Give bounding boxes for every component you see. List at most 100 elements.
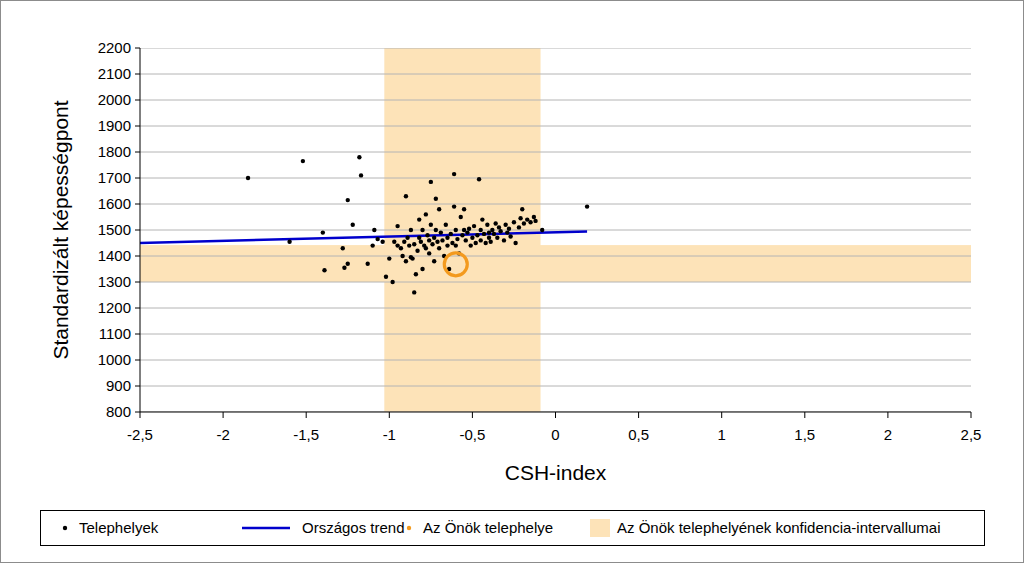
grid-line — [140, 256, 971, 257]
y-tick-label: 1600 — [98, 195, 131, 212]
site-point — [359, 173, 363, 177]
axes: 8009001000110012001300140015001600170018… — [98, 39, 982, 443]
site-point — [430, 242, 434, 246]
site-point — [479, 228, 483, 232]
site-point — [455, 237, 459, 241]
site-point — [414, 272, 418, 276]
site-point — [405, 236, 409, 240]
site-point — [417, 217, 421, 221]
site-point — [434, 197, 438, 201]
y-tick — [135, 100, 140, 101]
site-point — [505, 230, 509, 234]
site-point — [387, 256, 391, 260]
own-site-marker — [444, 253, 467, 276]
frame — [1, 1, 1024, 563]
site-point — [427, 238, 431, 242]
y-tick-label: 2200 — [98, 39, 131, 56]
y-tick-label: 1500 — [98, 221, 131, 238]
y-tick — [135, 126, 140, 127]
site-point — [419, 240, 423, 244]
grid-line — [140, 152, 971, 153]
site-point — [357, 155, 361, 159]
y-tick — [135, 412, 140, 413]
site-point — [482, 232, 486, 236]
site-point — [512, 220, 516, 224]
x-tick — [472, 412, 473, 418]
x-tick — [638, 412, 639, 418]
y-tick — [135, 48, 140, 49]
y-tick-label: 1100 — [99, 325, 131, 342]
x-tick — [971, 412, 972, 418]
grid-line — [140, 126, 971, 127]
site-point — [432, 259, 436, 263]
y-tick-label: 1400 — [98, 247, 131, 264]
x-tick-label: 0 — [551, 426, 559, 443]
grid-line — [140, 412, 971, 413]
legend-label: Országos trend — [302, 519, 405, 536]
trend-line — [140, 232, 587, 243]
site-point — [445, 243, 449, 247]
x-tick-label: 2 — [884, 426, 892, 443]
legend-symbol — [63, 526, 67, 530]
site-point — [246, 176, 250, 180]
site-point — [454, 228, 458, 232]
site-point — [440, 238, 444, 242]
x-axis — [140, 412, 971, 413]
legend-box — [41, 511, 985, 546]
legend: TelephelyekOrszágos trendAz Önök telephe… — [41, 511, 985, 546]
site-point — [372, 228, 376, 232]
x-tick — [721, 412, 722, 418]
grid-line — [140, 308, 971, 309]
site-point — [502, 238, 506, 242]
legend-symbol — [407, 526, 411, 530]
site-point — [469, 243, 473, 247]
site-point — [493, 221, 497, 225]
y-tick — [135, 360, 140, 361]
y-tick-label: 1000 — [98, 351, 131, 368]
site-point — [346, 198, 350, 202]
x-tick — [306, 412, 307, 418]
site-point — [322, 268, 326, 272]
site-point — [479, 238, 483, 242]
y-tick — [135, 178, 140, 179]
site-point — [492, 232, 496, 236]
site-point — [522, 221, 526, 225]
site-point — [412, 242, 416, 246]
y-tick-label: 1700 — [98, 169, 131, 186]
x-tick — [887, 412, 888, 418]
site-point — [435, 240, 439, 244]
site-point — [380, 240, 384, 244]
x-tick-label: -0,5 — [459, 426, 485, 443]
site-point — [518, 216, 522, 220]
site-point — [498, 229, 502, 233]
site-point — [513, 241, 517, 245]
grid-line — [140, 282, 971, 283]
site-point — [375, 237, 379, 241]
grid-line — [140, 230, 971, 231]
site-point — [439, 230, 443, 234]
y-tick — [135, 152, 140, 153]
site-point — [425, 233, 429, 237]
site-point — [520, 207, 524, 211]
grid-line — [140, 178, 971, 179]
site-point — [483, 241, 487, 245]
site-point — [488, 240, 492, 244]
site-point — [432, 236, 436, 240]
site-point — [480, 217, 484, 221]
site-point — [452, 204, 456, 208]
site-point — [444, 223, 448, 227]
y-tick — [135, 230, 140, 231]
site-point — [503, 223, 507, 227]
site-point — [452, 172, 456, 176]
site-point — [474, 241, 478, 245]
grid-line — [140, 74, 971, 75]
site-point — [287, 240, 291, 244]
y-tick-label: 2100 — [98, 65, 131, 82]
y-tick — [135, 204, 140, 205]
site-point — [346, 262, 350, 266]
site-point — [392, 240, 396, 244]
chart: 8009001000110012001300140015001600170018… — [0, 0, 1024, 563]
grid-line — [140, 386, 971, 387]
y-tick-label: 1900 — [98, 117, 131, 134]
site-point — [420, 267, 424, 271]
